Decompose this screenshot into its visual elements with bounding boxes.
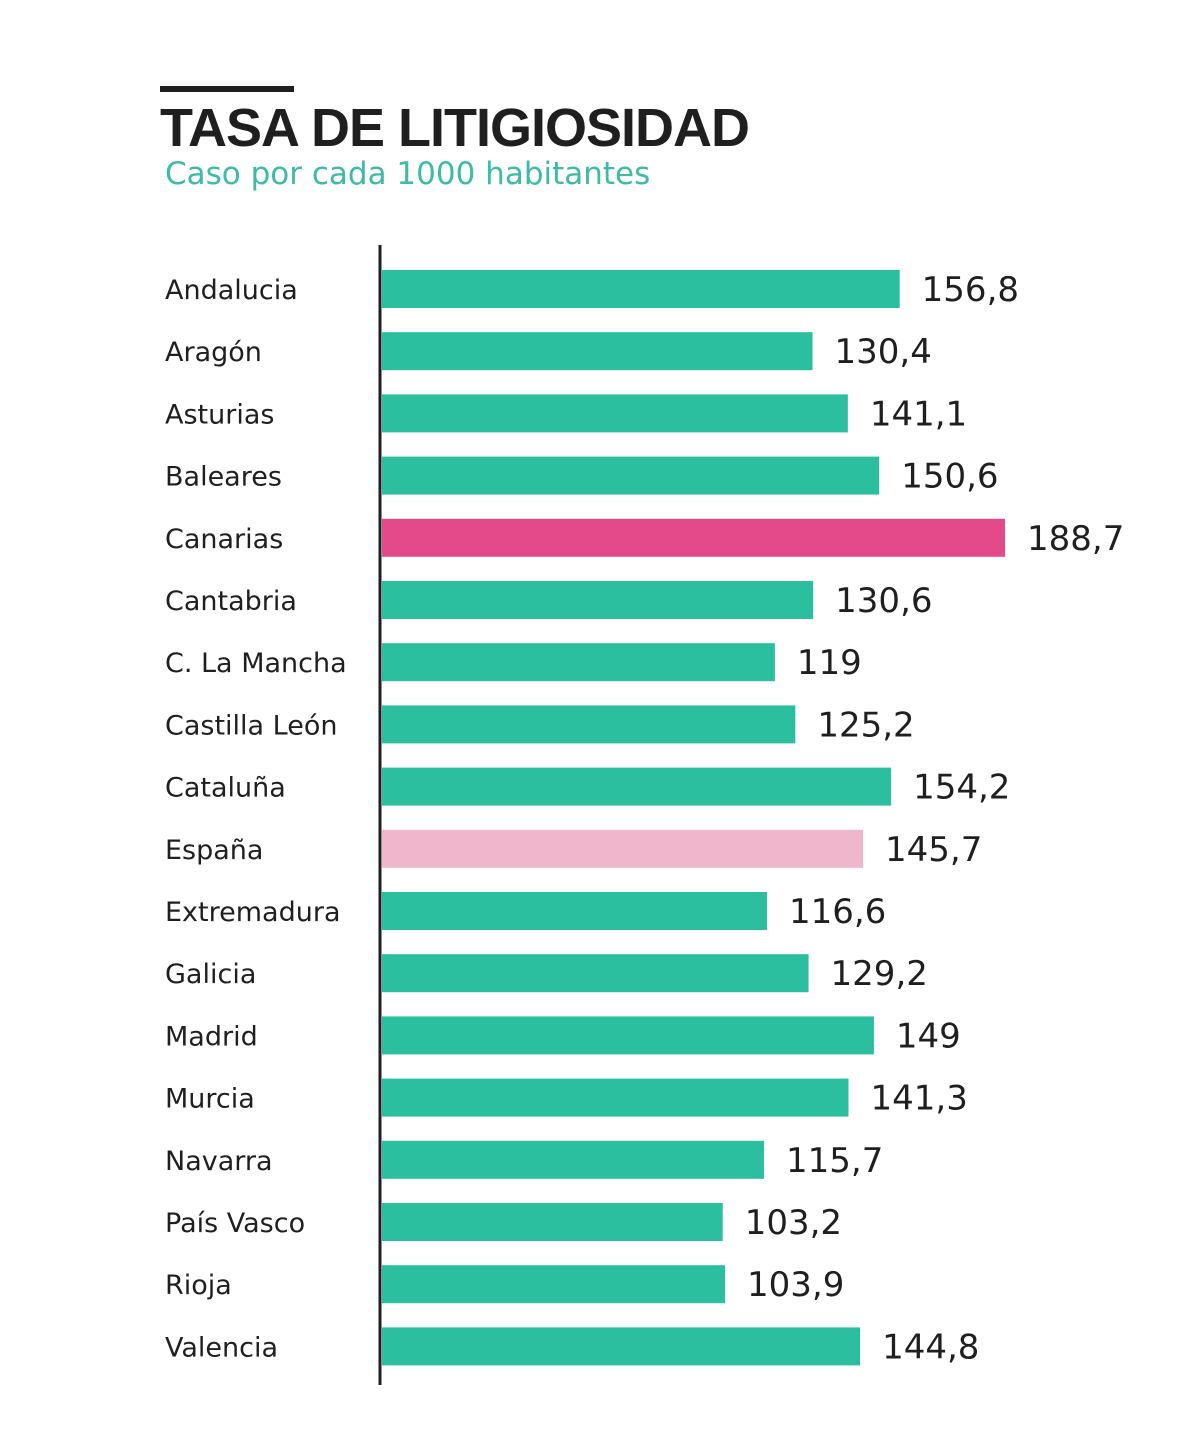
bar-extremadura	[382, 892, 767, 930]
value-label-espana: 145,7	[885, 830, 982, 870]
value-label-asturias: 141,1	[870, 394, 967, 434]
chart-subtitle: Caso por cada 1000 habitantes	[165, 156, 651, 192]
bar-canarias	[382, 518, 1005, 557]
value-label-galicia: 129,2	[831, 954, 928, 994]
category-label-madrid: Madrid	[165, 1021, 258, 1052]
category-labels-group: Andalucia Aragón Asturias Baleares Canarias C…	[165, 275, 347, 1363]
value-label-pais-vasco: 103,2	[745, 1203, 842, 1243]
category-label-navarra: Navarra	[165, 1146, 273, 1177]
value-label-canarias: 188,7	[1027, 519, 1124, 559]
value-label-rioja: 103,9	[747, 1265, 844, 1305]
category-label-rioja: Rioja	[165, 1270, 232, 1301]
category-label-andalucia: Andalucia	[165, 275, 298, 306]
category-label-espana: España	[165, 835, 263, 866]
value-label-c-la-mancha: 119	[797, 643, 862, 683]
category-label-murcia: Murcia	[165, 1084, 255, 1115]
value-label-cantabria: 130,6	[835, 581, 932, 621]
bar-rioja	[382, 1265, 726, 1304]
bar-pais-vasco	[382, 1203, 723, 1241]
category-label-castilla-leon: Castilla León	[165, 710, 338, 741]
bar-aragon	[382, 332, 813, 371]
value-labels-group: 156,8 130,4 141,1 150,6 188,7 130,6 119 125,2 15…	[745, 270, 1125, 1367]
category-label-aragon: Aragón	[165, 337, 262, 368]
category-label-c-la-mancha: C. La Mancha	[165, 648, 347, 679]
bar-galicia	[382, 954, 809, 993]
bar-murcia	[382, 1078, 849, 1117]
value-label-valencia: 144,8	[882, 1327, 979, 1367]
bar-castilla-leon	[382, 705, 796, 744]
bar-espana	[382, 829, 864, 868]
category-label-galicia: Galicia	[165, 959, 256, 990]
value-label-navarra: 115,7	[786, 1141, 883, 1181]
chart-title: TASA DE LITIGIOSIDAD	[160, 98, 750, 158]
value-label-murcia: 141,3	[871, 1079, 968, 1119]
bar-navarra	[382, 1140, 764, 1179]
category-label-pais-vasco: País Vasco	[165, 1208, 305, 1239]
bar-valencia	[382, 1327, 861, 1366]
value-label-andalucia: 156,8	[922, 270, 1019, 310]
bars-group	[382, 270, 1005, 1366]
category-label-valencia: Valencia	[165, 1332, 278, 1363]
category-label-canarias: Canarias	[165, 524, 283, 555]
value-label-madrid: 149	[896, 1016, 961, 1056]
value-label-castilla-leon: 125,2	[817, 705, 914, 745]
category-label-extremadura: Extremadura	[165, 897, 341, 928]
category-label-asturias: Asturias	[165, 399, 274, 430]
bar-andalucia	[382, 270, 900, 308]
value-label-baleares: 150,6	[901, 457, 998, 497]
title-rule	[160, 86, 294, 92]
bar-cataluna	[382, 767, 892, 806]
category-label-cantabria: Cantabria	[165, 586, 297, 617]
value-label-aragon: 130,4	[835, 332, 932, 372]
bar-c-la-mancha	[382, 643, 775, 682]
bar-asturias	[382, 394, 848, 433]
value-label-extremadura: 116,6	[789, 892, 886, 932]
bar-baleares	[382, 456, 880, 495]
bar-madrid	[382, 1016, 874, 1055]
bar-cantabria	[382, 581, 814, 619]
category-label-baleares: Baleares	[165, 462, 282, 493]
value-label-cataluna: 154,2	[913, 768, 1010, 808]
category-label-cataluna: Cataluña	[165, 773, 286, 804]
